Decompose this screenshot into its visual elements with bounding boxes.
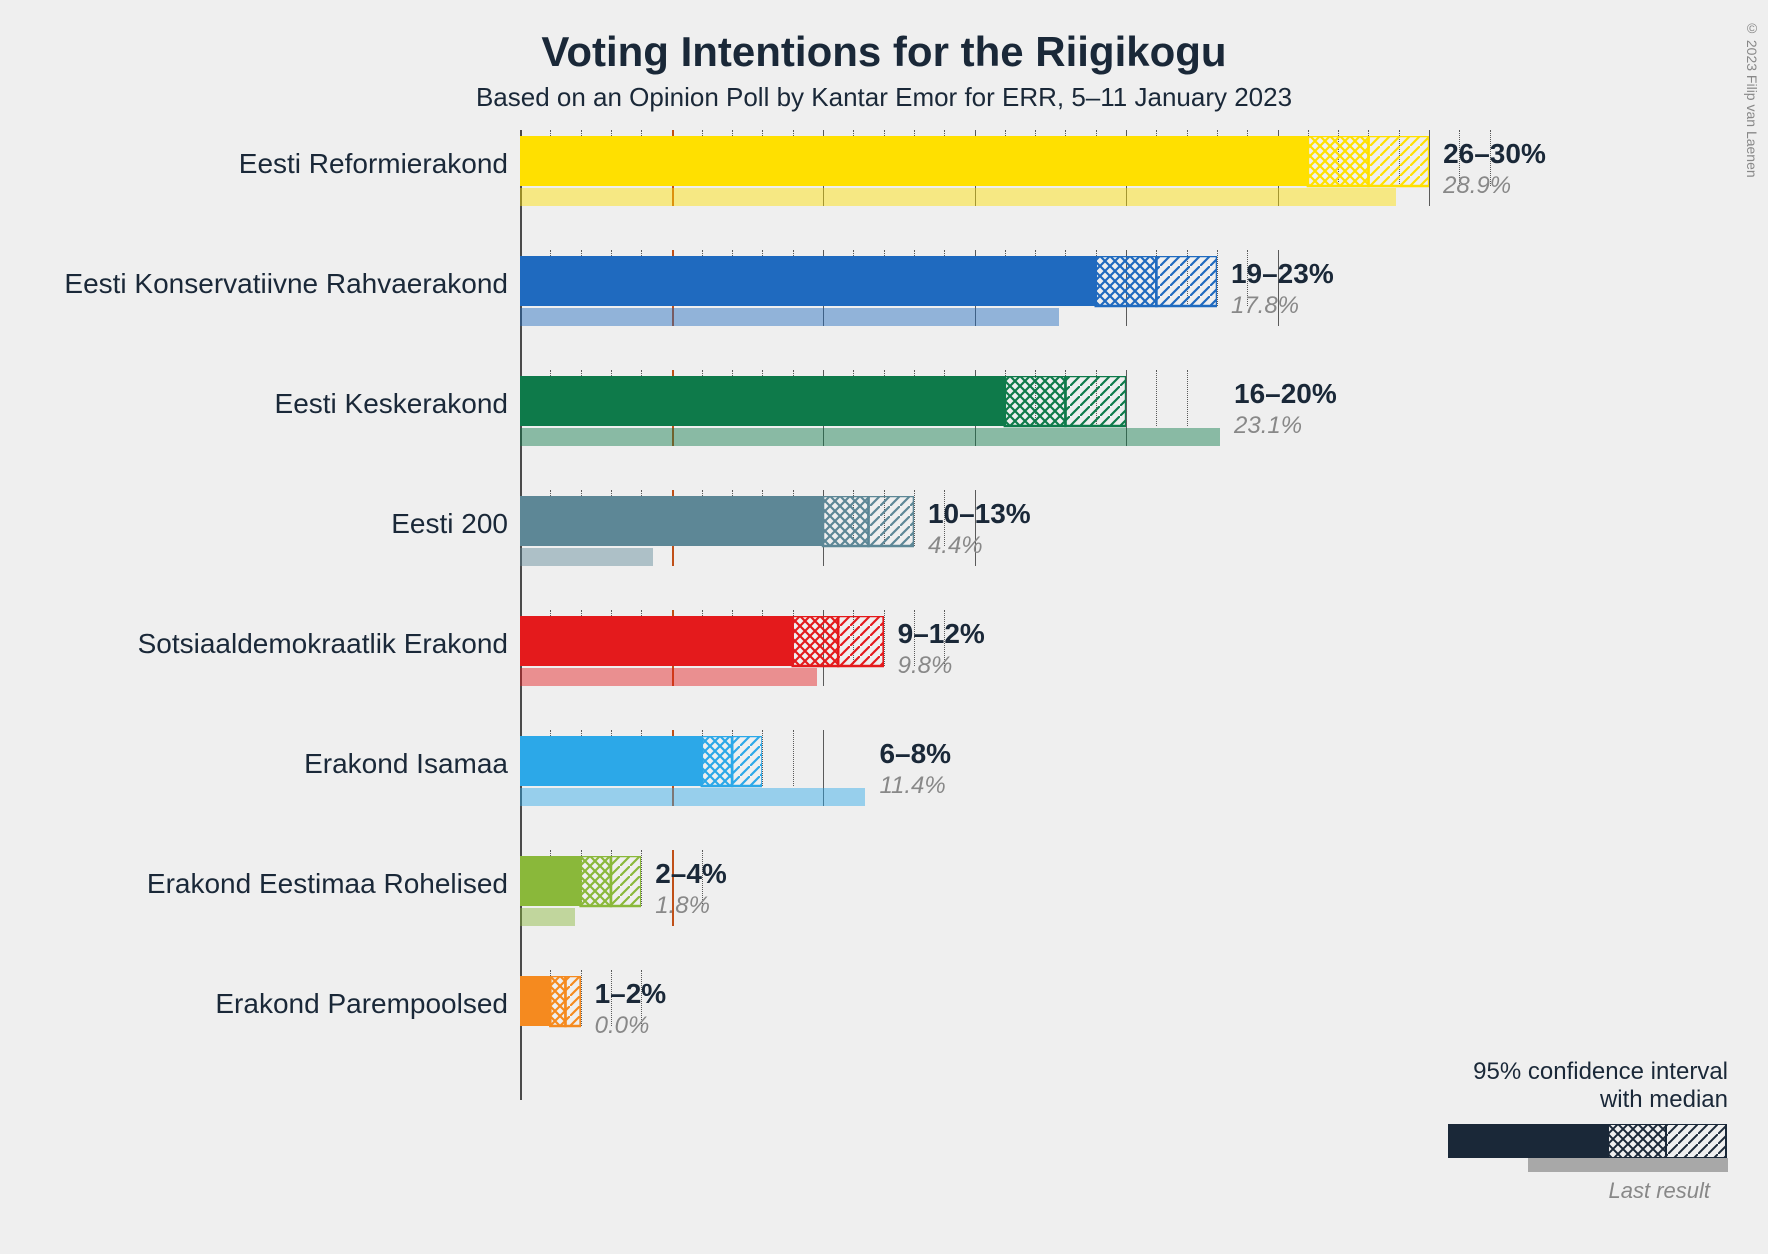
value-range: 6–8% [879,738,951,770]
legend-ci-label-1: 95% confidence interval [1448,1058,1728,1086]
bar-area: 16–20%23.1% [520,370,1520,490]
party-label: Eesti Konservatiivne Rahvaerakond [64,268,508,300]
party-row: Erakond Eestimaa Rohelised 2–4%1.8% [0,850,1768,970]
value-last: 1.8% [655,892,710,920]
value-last: 0.0% [595,1012,650,1040]
last-result-bar [520,788,865,806]
legend-ci-label-2: with median [1448,1086,1728,1114]
party-label: Sotsiaaldemokraatlik Erakond [138,628,508,660]
bar-area: 6–8%11.4% [520,730,1520,850]
party-row: Eesti 200 10–13%4.4% [0,490,1768,610]
grid-minor [914,490,915,546]
last-result-bar [520,908,575,926]
value-range: 1–2% [595,978,667,1010]
value-last: 4.4% [928,532,983,560]
grid-minor [1187,370,1188,426]
value-last: 11.4% [879,772,945,800]
value-range: 26–30% [1443,138,1546,170]
grid-minor [1156,370,1157,426]
legend-last-label: Last result [1448,1178,1710,1204]
grid-minor [793,730,794,786]
bar-area: 26–30%28.9% [520,130,1520,250]
legend-last-swatch [1528,1158,1728,1172]
legend-ci-swatch [1448,1124,1728,1158]
last-result-bar [520,188,1396,206]
value-range: 2–4% [655,858,727,890]
grid-major [1429,130,1430,206]
grid-minor [884,610,885,666]
last-result-bar [520,428,1220,446]
bar-area: 19–23%17.8% [520,250,1520,370]
value-range: 16–20% [1234,378,1337,410]
last-result-bar [520,308,1059,326]
grid-minor [641,850,642,906]
party-label: Eesti Reformierakond [239,148,508,180]
value-range: 19–23% [1231,258,1334,290]
party-row: Sotsiaaldemokraatlik Erakond 9–12%9.8% [0,610,1768,730]
value-range: 10–13% [928,498,1031,530]
chart-plot-area: Eesti Reformierakond26–30%28.9%Eesti Kon… [0,130,1768,1190]
chart-title: Voting Intentions for the Riigikogu [0,0,1768,76]
grid-minor [581,970,582,1026]
value-last: 17.8% [1231,292,1299,320]
party-row: Eesti Reformierakond 26–30%28.9% [0,130,1768,250]
grid-minor [1217,250,1218,306]
chart-legend: 95% confidence interval with median Last… [1448,1058,1728,1204]
party-label: Erakond Parempoolsed [215,988,508,1020]
bar-area: 2–4%1.8% [520,850,1520,970]
value-last: 23.1% [1234,412,1302,440]
value-range: 9–12% [898,618,985,650]
party-label: Eesti 200 [391,508,508,540]
party-label: Erakond Isamaa [304,748,508,780]
last-result-bar [520,668,817,686]
party-label: Erakond Eestimaa Rohelised [147,868,508,900]
party-row: Erakond Isamaa 6–8%11.4% [0,730,1768,850]
ci-hatch-svg [520,976,581,1038]
bar-area: 9–12%9.8% [520,610,1520,730]
value-last: 9.8% [898,652,953,680]
party-row: Eesti Keskerakond 16–20%23.1% [0,370,1768,490]
bar-area: 10–13%4.4% [520,490,1520,610]
party-label: Eesti Keskerakond [275,388,508,420]
party-row: Eesti Konservatiivne Rahvaerakond 19–23%1… [0,250,1768,370]
last-result-bar [520,548,653,566]
grid-minor [762,730,763,786]
chart-subtitle: Based on an Opinion Poll by Kantar Emor … [0,82,1768,113]
value-last: 28.9% [1443,172,1511,200]
bar-area: 1–2%0.0% [520,970,1520,1090]
